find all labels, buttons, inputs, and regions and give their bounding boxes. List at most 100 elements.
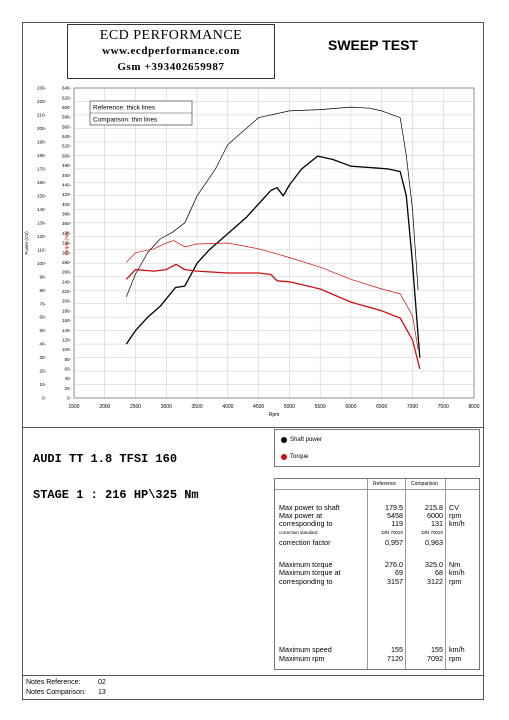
legend-label: Torque [290, 454, 309, 460]
legend-swatch [281, 454, 287, 460]
torque-tick-label: 420- [62, 192, 72, 197]
x-tick-label: 7500 [438, 404, 449, 410]
torque-tick-label: 480- [62, 163, 72, 168]
x-tick-label: 4500 [253, 404, 264, 410]
company-phone: Gsm +393402659987 [117, 61, 225, 73]
power-tick-label: 110- [37, 247, 46, 252]
row-label: Max power at [279, 511, 323, 520]
row-label: Maximum rpm [279, 654, 325, 663]
company-website: www.ecdperformance.com [102, 45, 240, 57]
notes-comparison-label: Notes Comparison: [26, 689, 86, 696]
row-reference-value: 7120 [387, 654, 403, 663]
row-comparison-value: 155 [431, 645, 443, 654]
torque-tick-label: 280- [62, 260, 72, 265]
torque-tick-label: 120- [62, 337, 72, 342]
chart-series [125, 106, 421, 370]
power-axis-label: Power (CV) [24, 231, 29, 255]
line-style-annotation: Reference: thick lines Comparison: thin … [89, 100, 193, 126]
row-comparison-value: 7092 [427, 654, 443, 663]
torque-tick-label: 500- [62, 153, 72, 158]
power-tick-label: 200- [37, 126, 47, 131]
torque-tick-label: 580- [62, 115, 72, 120]
results-table: Reference Comparison Max power to shaft 1… [274, 478, 480, 670]
row-comparison-value: 68 [435, 568, 443, 577]
legend-label: Shaft power [290, 437, 323, 443]
x-tick-label: 5500 [315, 404, 326, 410]
series-shaft-power-thick [125, 155, 421, 358]
torque-tick-label: 540- [62, 134, 72, 139]
plot-area [73, 87, 475, 399]
torque-tick-label: 60- [64, 367, 71, 372]
test-title: SWEEP TEST [328, 37, 418, 53]
row-comparison-value: 325.0 [425, 560, 443, 569]
torque-tick-label: 220- [62, 289, 72, 294]
results-section [22, 427, 484, 675]
torque-tick-label: 0- [67, 396, 72, 401]
x-tick-label: 2000 [99, 404, 110, 410]
power-tick-label: 220- [37, 99, 47, 104]
row-comparison-value: 131 [431, 519, 443, 528]
torque-tick-label: 160- [62, 318, 72, 323]
power-tick-label: 0- [42, 396, 47, 401]
torque-tick-label: 440- [62, 182, 72, 187]
row-label: Max power to shaft [279, 503, 340, 512]
power-tick-label: 40- [39, 342, 46, 347]
row-reference-value: 5458 [387, 511, 403, 520]
tuning-stage: STAGE 1 : 216 HP\325 Nm [33, 488, 199, 502]
vehicle-model: AUDI TT 1.8 TFSI 160 [33, 452, 178, 466]
series-torque-thin [126, 240, 419, 350]
torque-tick-label: 460- [62, 173, 72, 178]
x-tick-label: 3000 [161, 404, 172, 410]
row-unit: Nm [449, 560, 461, 569]
power-tick-label: 140- [37, 207, 47, 212]
row-comparison-value: 6000 [427, 511, 443, 520]
power-tick-label: 120- [37, 234, 47, 239]
torque-tick-label: 240- [62, 279, 72, 284]
legend-item-torque: Torque [281, 454, 308, 460]
power-tick-label: 80- [39, 288, 46, 293]
x-tick-label: 2500 [130, 404, 141, 410]
notes-reference-label: Notes Reference: [26, 679, 81, 686]
power-tick-label: 130- [37, 220, 47, 225]
power-tick-label: 170- [37, 166, 47, 171]
row-reference-value: 276.0 [385, 560, 403, 569]
row-comparison-value: 215.8 [425, 503, 443, 512]
row-label: correction standard [279, 530, 318, 535]
power-tick-label: 210- [37, 113, 47, 118]
row-unit: rpm [449, 577, 462, 586]
power-tick-label: 30- [39, 355, 46, 360]
power-tick-label: 190- [37, 140, 47, 145]
x-tick-label: 5000 [284, 404, 295, 410]
row-unit: km/h [449, 568, 465, 577]
torque-tick-label: 260- [62, 270, 72, 275]
torque-tick-label: 380- [62, 212, 72, 217]
row-reference-value: 155 [391, 645, 403, 654]
x-tick-label: 3500 [192, 404, 203, 410]
row-reference-value: 179.5 [385, 503, 403, 512]
report-frame [22, 22, 484, 700]
x-axis-ticks: 1500 2000 2500 3000 3500 4000 4500 5000 5500 6000… [68, 404, 479, 410]
dyno-chart: 1500 2000 2500 3000 3500 4000 4500 5000 5500 6000… [24, 86, 480, 418]
row-unit: rpm [449, 511, 462, 520]
chart-grid [73, 87, 475, 399]
row-unit: CV [449, 503, 459, 512]
row-unit: km/h [449, 645, 465, 654]
row-unit: rpm [449, 654, 462, 663]
torque-tick-label: 300- [62, 250, 72, 255]
torque-axis-ticks: 0- 20- 40- 60- 80- 100- 120- 140- 160- 180- 200- 22… [62, 86, 72, 401]
torque-tick-label: 520- [62, 144, 72, 149]
row-reference-value: 119 [391, 519, 403, 528]
row-reference-value: DIN 70020 [381, 530, 403, 535]
row-comparison-value: 3122 [427, 577, 443, 586]
torque-tick-label: 620- [62, 95, 72, 100]
torque-tick-label: 320- [62, 241, 72, 246]
x-tick-label: 4000 [222, 404, 233, 410]
torque-axis-label: Torque (Nm) [64, 230, 69, 256]
row-comparison-value: DIN 70020 [421, 530, 443, 535]
series-torque-thick [125, 263, 421, 370]
power-tick-label: 160- [37, 180, 47, 185]
row-label: Maximum torque at [279, 568, 341, 577]
x-tick-label: 1500 [68, 404, 79, 410]
power-tick-label: 150- [37, 193, 47, 198]
